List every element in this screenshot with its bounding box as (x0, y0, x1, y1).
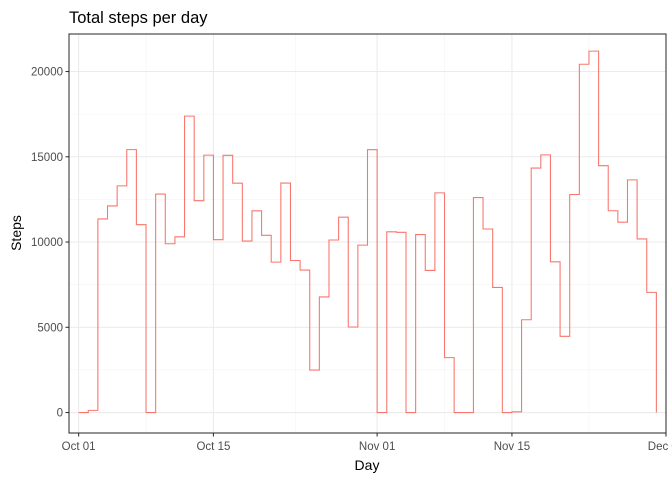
series-steps (78, 50, 657, 414)
x-tick-label: Oct 15 (196, 441, 230, 453)
y-tick-label: 15000 (31, 152, 63, 164)
x-tick-label: Nov 15 (494, 441, 530, 453)
x-tick-label: Dec 01 (648, 441, 672, 453)
y-tick-label: 10000 (31, 237, 63, 249)
x-tick-label: Nov 01 (359, 441, 395, 453)
x-axis-label: Day (355, 457, 380, 473)
chart-title: Total steps per day (69, 9, 208, 27)
x-tick-label: Oct 01 (62, 441, 96, 453)
y-axis-label: Steps (8, 215, 24, 251)
panel-border (68, 33, 667, 434)
step-line (78, 50, 657, 414)
y-axis: 0 5000 10000 15000 20000 (31, 67, 69, 420)
y-tick-label: 0 (57, 408, 63, 420)
x-axis: Oct 01 Oct 15 Nov 01 Nov 15 Dec 01 (62, 433, 672, 453)
y-tick-label: 5000 (37, 322, 63, 334)
y-tick-label: 20000 (31, 67, 63, 79)
